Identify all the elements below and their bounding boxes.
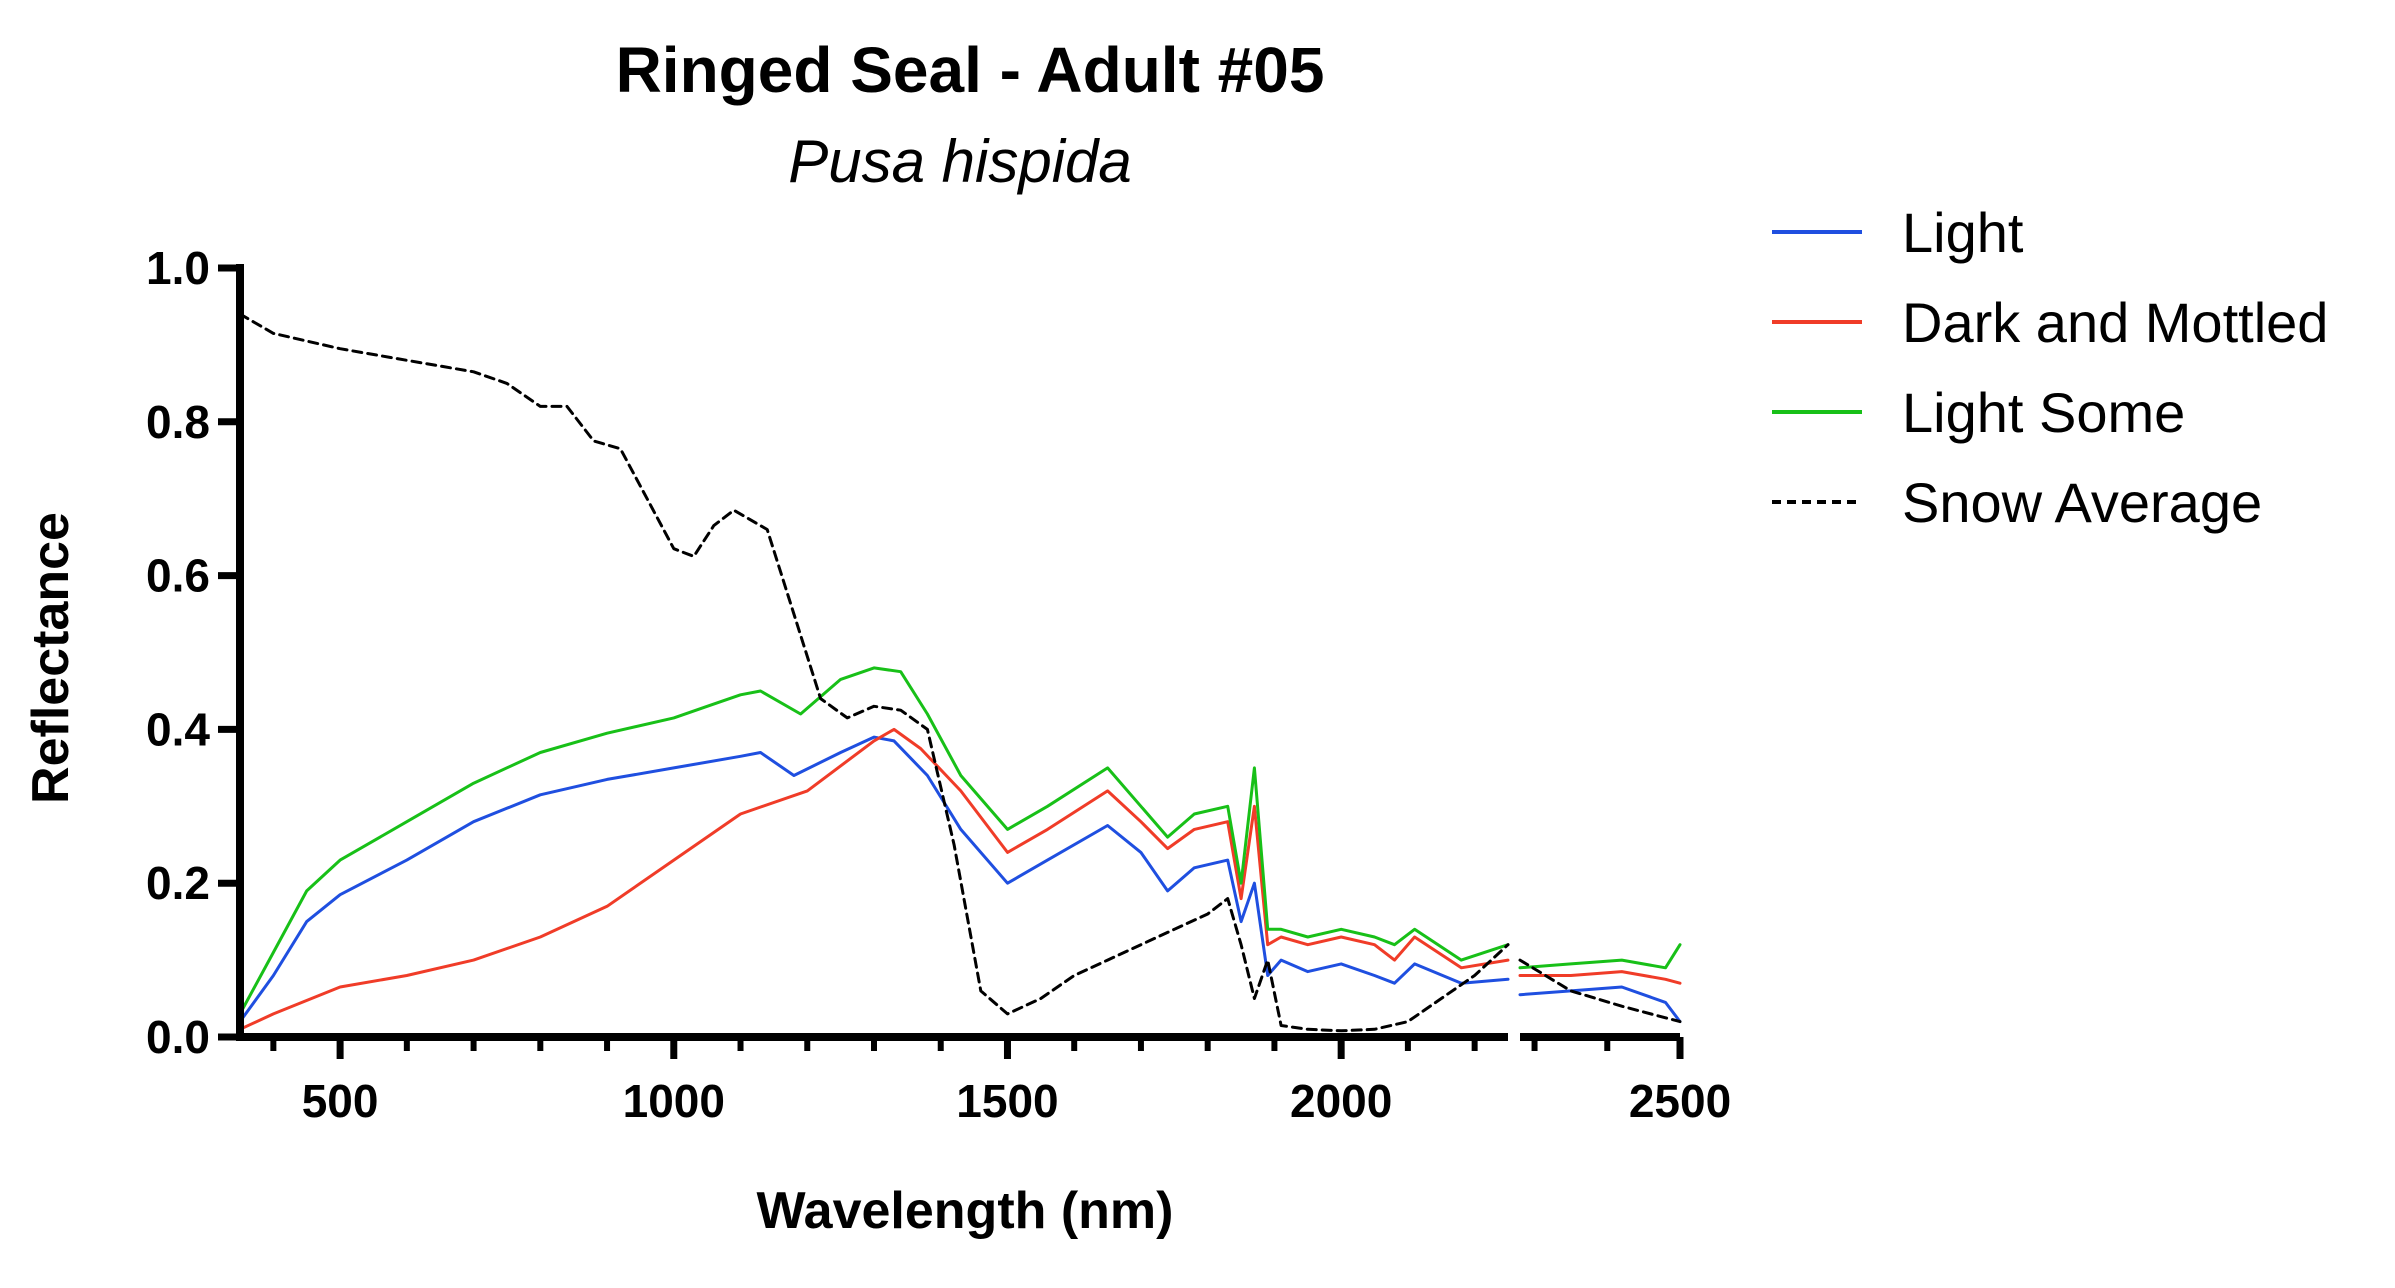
series-line-1-segment-1 [1518,970,1682,985]
chart-subtitle: Pusa hispida [788,128,1132,195]
y-tick-label: 1.0 [146,242,210,294]
x-tick-label: 500 [302,1075,379,1127]
x-tick-label: 2500 [1629,1075,1731,1127]
legend-label-3: Snow Average [1902,471,2262,534]
y-tick-label: 0.0 [146,1011,210,1063]
y-tick-label: 0.4 [146,703,210,755]
legend-label-1: Dark and Mottled [1902,291,2328,354]
x-tick-label: 2000 [1290,1075,1392,1127]
series-line-3-segment-0 [238,312,1510,1033]
x-tick-label: 1000 [623,1075,725,1127]
series-line-3-segment-1 [1518,958,1682,1024]
x-axis-title: Wavelength (nm) [757,1182,1174,1240]
series-line-0-segment-0 [238,735,1510,1024]
chart-title: Ringed Seal - Adult #05 [616,34,1325,106]
tick-labels: 0.0 0.2 0.4 0.6 0.8 1.0 500 1000 1500 2000 2500 [146,242,1731,1127]
series-line-2-segment-1 [1518,943,1682,970]
legend: Light Dark and Mottled Light Some Snow Aver… [1772,201,2328,534]
axes [218,264,1684,1059]
plot-lines [238,312,1682,1033]
series-line-0-segment-1 [1518,985,1682,1024]
series-line-1-segment-0 [238,727,1510,1031]
y-axis-title: Reflectance [22,512,80,804]
y-tick-label: 0.6 [146,550,210,602]
x-tick-label: 1500 [956,1075,1058,1127]
y-tick-label: 0.8 [146,396,210,448]
y-tick-label: 0.2 [146,857,210,909]
series-line-2-segment-0 [238,666,1510,1016]
legend-label-2: Light Some [1902,381,2185,444]
legend-label-0: Light [1902,201,2024,264]
